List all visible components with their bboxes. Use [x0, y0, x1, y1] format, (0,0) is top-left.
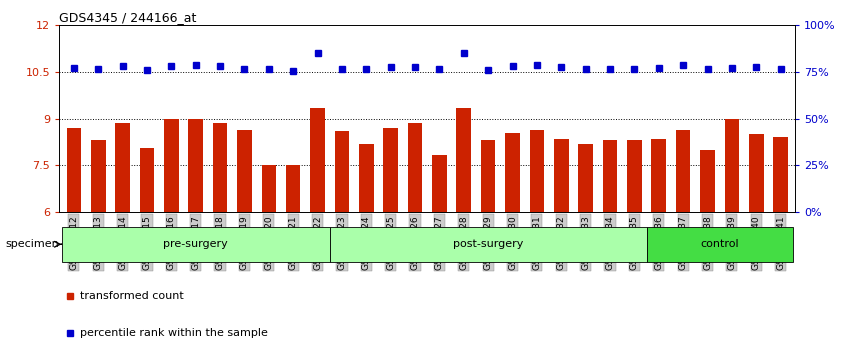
- Bar: [724, 119, 739, 212]
- Bar: [164, 119, 179, 212]
- Bar: [554, 139, 569, 212]
- Bar: [579, 144, 593, 212]
- Bar: [530, 130, 544, 212]
- Bar: [212, 123, 228, 212]
- Text: percentile rank within the sample: percentile rank within the sample: [80, 328, 267, 338]
- Bar: [383, 128, 398, 212]
- Bar: [646, 227, 793, 262]
- Text: GDS4345 / 244166_at: GDS4345 / 244166_at: [59, 11, 196, 24]
- Bar: [237, 130, 252, 212]
- Bar: [91, 141, 106, 212]
- Bar: [481, 141, 496, 212]
- Bar: [310, 108, 325, 212]
- Bar: [408, 123, 422, 212]
- Bar: [67, 128, 81, 212]
- Text: transformed count: transformed count: [80, 291, 184, 301]
- Bar: [602, 141, 618, 212]
- Bar: [330, 227, 646, 262]
- Bar: [432, 155, 447, 212]
- Bar: [62, 227, 330, 262]
- Bar: [773, 137, 788, 212]
- Text: specimen: specimen: [5, 239, 59, 249]
- Bar: [189, 119, 203, 212]
- Bar: [115, 123, 130, 212]
- Bar: [335, 131, 349, 212]
- Text: pre-surgery: pre-surgery: [163, 239, 228, 249]
- Bar: [286, 165, 300, 212]
- Text: post-surgery: post-surgery: [453, 239, 524, 249]
- Bar: [700, 150, 715, 212]
- Bar: [505, 133, 519, 212]
- Bar: [627, 141, 642, 212]
- Bar: [261, 166, 276, 212]
- Bar: [651, 139, 666, 212]
- Bar: [749, 134, 764, 212]
- Bar: [359, 144, 374, 212]
- Text: control: control: [700, 239, 739, 249]
- Bar: [676, 130, 690, 212]
- Bar: [140, 148, 154, 212]
- Bar: [457, 108, 471, 212]
